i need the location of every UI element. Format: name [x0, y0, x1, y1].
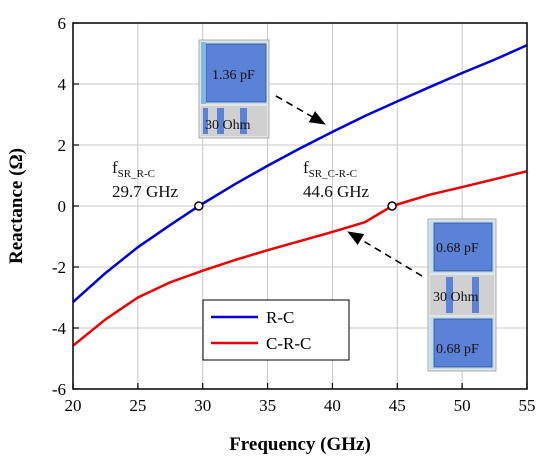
- grid: [72, 22, 528, 390]
- ticks: 20 25 30 35 40 45 50 55 -6 -4 -2 0 2 4 6: [52, 14, 536, 415]
- y-tick-label: 6: [58, 14, 67, 33]
- x-tick-label: 40: [324, 396, 341, 415]
- y-tick-label: 2: [58, 136, 67, 155]
- crc-cap-top-pad: [433, 222, 493, 272]
- marker-value-rc: 29.7 GHz: [112, 182, 179, 201]
- marker-label-crc: fSR_C-R-C: [303, 158, 357, 180]
- y-axis-title: Reactance (Ω): [6, 148, 27, 264]
- marker-label-crc-sub: SR_C-R-C: [309, 168, 357, 180]
- arrow-crc: [347, 231, 423, 277]
- marker-labels: fSR_R-C 29.7 GHz fSR_C-R-C 44.6 GHz: [112, 158, 370, 201]
- y-tick-label: 0: [58, 197, 67, 216]
- arrow-rc: [275, 95, 326, 125]
- marker-value-crc: 44.6 GHz: [303, 182, 370, 201]
- legend-box: [202, 299, 350, 361]
- x-tick-label: 25: [129, 396, 146, 415]
- rc-structure-inset: 1.36 pF 30 Ohm: [198, 39, 270, 139]
- crc-cap-bottom-pad: [433, 318, 493, 368]
- series-line-rc: [72, 44, 528, 304]
- resonance-point-crc: [387, 201, 397, 211]
- y-tick-label: 4: [58, 75, 67, 94]
- series-line-crc: [72, 170, 528, 347]
- y-tick-label: -4: [52, 319, 67, 338]
- marker-label-rc-main: f: [112, 158, 118, 177]
- crc-cap-top-label: 0.68 pF: [436, 241, 479, 256]
- rc-resistor-region: [201, 106, 267, 136]
- x-tick-label: 20: [65, 396, 82, 415]
- marker-label-rc: fSR_R-C: [112, 158, 155, 180]
- series-layer: [72, 44, 528, 347]
- crc-cap-bottom-label: 0.68 pF: [436, 342, 479, 357]
- rc-cap-label: 1.36 pF: [212, 68, 255, 83]
- y-tick-label: -6: [52, 380, 66, 399]
- marker-label-rc-sub: SR_R-C: [118, 168, 155, 180]
- resonance-point-rc: [194, 201, 204, 211]
- x-tick-label: 50: [454, 396, 471, 415]
- rc-res-bar-1: [217, 108, 224, 134]
- rc-res-label: 30 Ohm: [205, 118, 251, 133]
- crc-res-bar-1: [446, 277, 453, 313]
- legend-label-crc: C-R-C: [266, 334, 311, 353]
- crc-resistor-region: [430, 275, 494, 315]
- legend: R-C C-R-C: [202, 299, 350, 361]
- rc-res-bar-2: [240, 108, 247, 134]
- x-tick-label: 35: [259, 396, 276, 415]
- marker-points: [194, 201, 397, 211]
- y-tick-label: -2: [52, 258, 66, 277]
- x-tick-label: 55: [519, 396, 536, 415]
- marker-label-crc-main: f: [303, 158, 309, 177]
- x-tick-label: 45: [389, 396, 406, 415]
- legend-label-rc: R-C: [266, 308, 294, 327]
- crc-res-label: 30 Ohm: [433, 290, 479, 305]
- crc-res-bar-2: [472, 277, 479, 313]
- rc-res-lead-left: [203, 108, 208, 134]
- x-axis-title: Frequency (GHz): [229, 434, 371, 455]
- rc-cap-edge: [201, 42, 206, 104]
- crc-structure-inset: 0.68 pF 30 Ohm 0.68 pF: [427, 218, 497, 372]
- x-tick-label: 30: [194, 396, 211, 415]
